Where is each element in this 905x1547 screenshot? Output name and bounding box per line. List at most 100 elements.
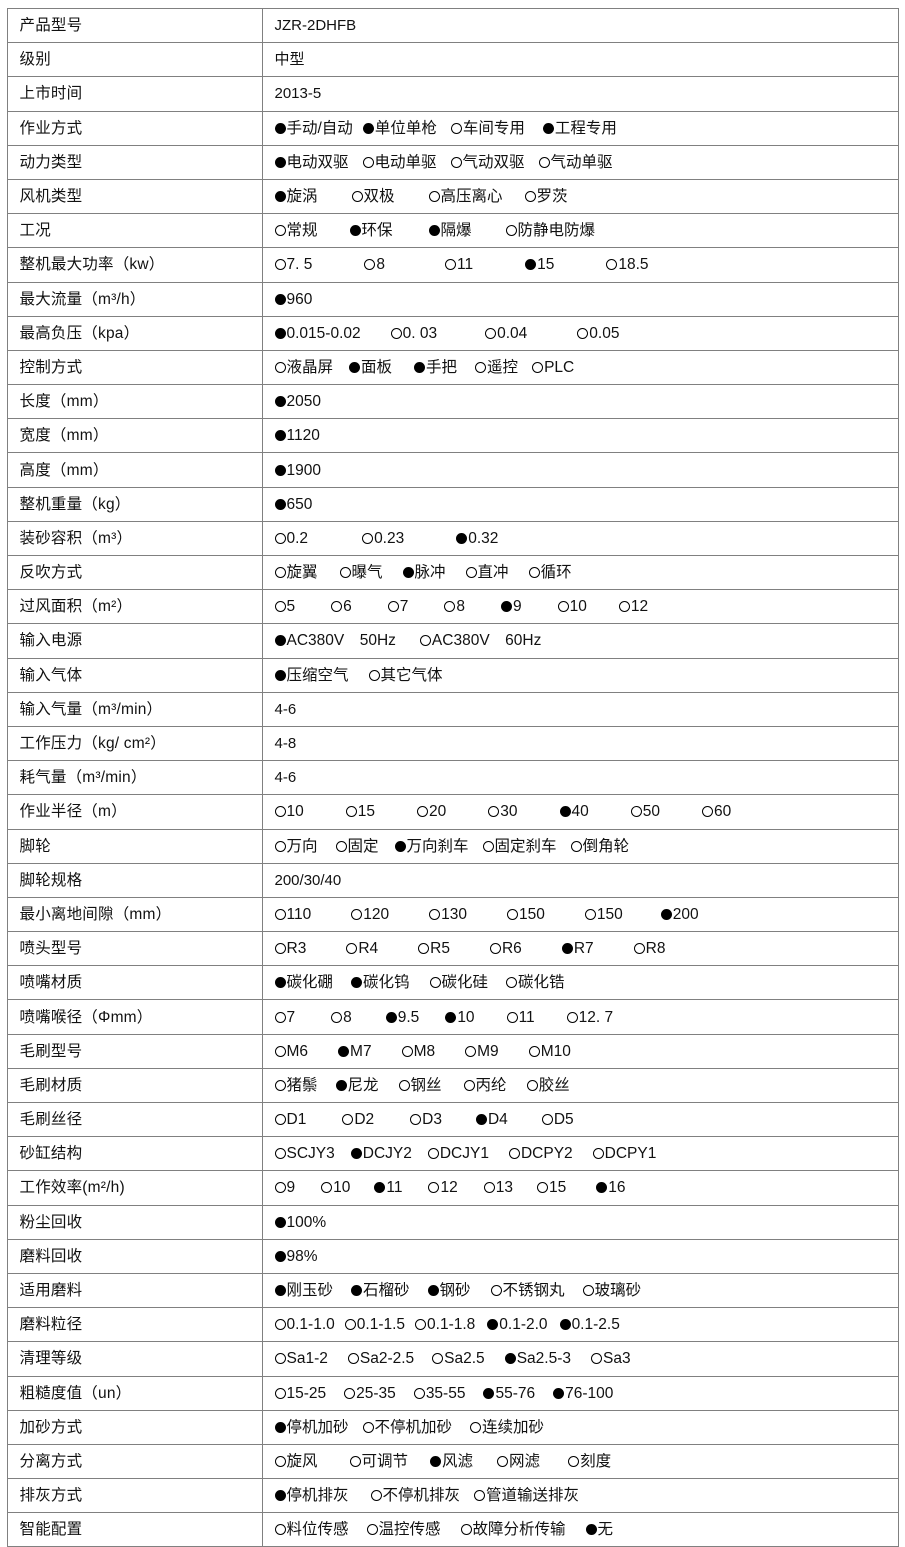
radio-option[interactable]: 碳化硼 [274, 974, 333, 991]
radio-selected-icon[interactable] [362, 122, 374, 134]
radio-selected-icon[interactable] [561, 943, 573, 955]
radio-unselected-icon[interactable] [398, 1079, 410, 1091]
radio-unselected-icon[interactable] [592, 1148, 604, 1160]
radio-option[interactable]: 防静电防爆 [505, 222, 595, 239]
radio-option[interactable]: 碳化钨 [351, 974, 410, 991]
radio-unselected-icon[interactable] [528, 567, 540, 579]
radio-selected-icon[interactable] [274, 635, 286, 647]
radio-option[interactable]: 15 [345, 803, 375, 820]
radio-unselected-icon[interactable] [415, 1319, 427, 1331]
radio-unselected-icon[interactable] [274, 1079, 286, 1091]
radio-option[interactable]: 0.1-1.5 [344, 1316, 405, 1333]
radio-option[interactable]: SCJY3 [274, 1145, 335, 1162]
radio-selected-icon[interactable] [335, 1079, 347, 1091]
radio-unselected-icon[interactable] [362, 1421, 374, 1433]
radio-unselected-icon[interactable] [274, 601, 286, 613]
radio-unselected-icon[interactable] [483, 1182, 495, 1194]
radio-option[interactable]: 玻璃砂 [582, 1282, 641, 1299]
radio-unselected-icon[interactable] [429, 908, 441, 920]
radio-option[interactable]: 万向 [274, 838, 318, 855]
radio-unselected-icon[interactable] [331, 1011, 343, 1023]
radio-selected-icon[interactable] [274, 396, 286, 408]
radio-option[interactable]: AC380V 50Hz [274, 632, 396, 649]
radio-option[interactable]: 11 [506, 1009, 535, 1026]
radio-selected-icon[interactable] [350, 1148, 362, 1160]
radio-unselected-icon[interactable] [450, 156, 462, 168]
radio-option[interactable]: R7 [561, 940, 594, 957]
radio-unselected-icon[interactable] [444, 601, 456, 613]
radio-option[interactable]: 55-76 [483, 1385, 535, 1402]
radio-option[interactable]: 8 [364, 256, 385, 273]
radio-unselected-icon[interactable] [413, 1387, 425, 1399]
radio-option[interactable]: 0.32 [456, 530, 498, 547]
radio-option[interactable]: Sa1-2 [274, 1350, 328, 1367]
radio-selected-icon[interactable] [351, 1285, 363, 1296]
radio-unselected-icon[interactable] [274, 1455, 286, 1467]
radio-option[interactable]: 石榴砂 [351, 1282, 410, 1299]
radio-unselected-icon[interactable] [541, 1114, 553, 1126]
radio-option[interactable]: 30 [488, 803, 518, 820]
radio-unselected-icon[interactable] [362, 532, 374, 544]
radio-option[interactable]: 0. 03 [390, 325, 437, 342]
radio-option[interactable]: 单位单枪 [362, 120, 437, 137]
radio-option[interactable]: R3 [274, 940, 306, 957]
radio-selected-icon[interactable] [338, 1045, 350, 1057]
radio-option[interactable]: 8 [331, 1009, 352, 1026]
radio-unselected-icon[interactable] [590, 1353, 602, 1365]
radio-selected-icon[interactable] [274, 430, 286, 442]
radio-unselected-icon[interactable] [401, 1045, 413, 1057]
radio-unselected-icon[interactable] [274, 908, 286, 920]
radio-selected-icon[interactable] [427, 1285, 439, 1296]
radio-selected-icon[interactable] [385, 1011, 397, 1023]
radio-option[interactable]: 2050 [274, 393, 321, 410]
radio-unselected-icon[interactable] [463, 1079, 475, 1091]
radio-option[interactable]: 0.23 [362, 530, 404, 547]
radio-unselected-icon[interactable] [490, 1285, 502, 1296]
radio-option[interactable]: M10 [528, 1043, 571, 1060]
radio-option[interactable]: 9 [274, 1179, 295, 1196]
radio-unselected-icon[interactable] [465, 567, 477, 579]
radio-option[interactable]: 脉冲 [402, 564, 446, 581]
radio-selected-icon[interactable] [274, 1216, 286, 1228]
radio-option[interactable]: 不锈钢丸 [490, 1282, 565, 1299]
radio-selected-icon[interactable] [351, 977, 363, 989]
radio-selected-icon[interactable] [585, 1524, 597, 1536]
radio-selected-icon[interactable] [414, 361, 426, 373]
radio-unselected-icon[interactable] [582, 1285, 594, 1296]
radio-option[interactable]: 倒角轮 [570, 838, 629, 855]
radio-option[interactable]: 100% [274, 1214, 326, 1231]
radio-option[interactable]: 工程专用 [542, 120, 617, 137]
radio-selected-icon[interactable] [504, 1353, 516, 1365]
radio-unselected-icon[interactable] [419, 635, 431, 647]
radio-unselected-icon[interactable] [482, 840, 494, 852]
radio-unselected-icon[interactable] [428, 191, 440, 202]
radio-option[interactable]: 刻度 [568, 1453, 611, 1470]
radio-selected-icon[interactable] [274, 1285, 286, 1296]
radio-unselected-icon[interactable] [342, 1114, 354, 1126]
radio-unselected-icon[interactable] [274, 361, 286, 373]
radio-option[interactable]: 10 [557, 598, 587, 615]
radio-option[interactable]: 胶丝 [526, 1077, 570, 1094]
radio-option[interactable]: 11 [444, 256, 473, 273]
radio-option[interactable]: 0.2 [274, 530, 308, 547]
radio-option[interactable]: 气动单驱 [538, 154, 613, 171]
radio-option[interactable]: 12. 7 [566, 1009, 613, 1026]
radio-option[interactable]: 12 [618, 598, 648, 615]
radio-option[interactable]: 0.1-2.0 [487, 1316, 548, 1333]
radio-unselected-icon[interactable] [274, 1114, 286, 1126]
radio-option[interactable]: 风滤 [430, 1453, 473, 1470]
radio-selected-icon[interactable] [274, 293, 286, 305]
radio-option[interactable]: 面板 [349, 359, 392, 376]
radio-option[interactable]: D3 [410, 1111, 442, 1128]
radio-option[interactable]: 刚玉砂 [274, 1282, 333, 1299]
radio-option[interactable]: 9.5 [385, 1009, 419, 1026]
radio-option[interactable]: 1900 [274, 462, 321, 479]
radio-selected-icon[interactable] [274, 122, 286, 134]
radio-option[interactable]: M9 [465, 1043, 499, 1060]
radio-option[interactable]: 停机排灰 [274, 1487, 349, 1504]
radio-option[interactable]: 10 [321, 1179, 350, 1196]
radio-unselected-icon[interactable] [339, 567, 351, 579]
radio-unselected-icon[interactable] [630, 806, 642, 818]
radio-unselected-icon[interactable] [428, 1182, 440, 1194]
radio-unselected-icon[interactable] [274, 1182, 286, 1194]
